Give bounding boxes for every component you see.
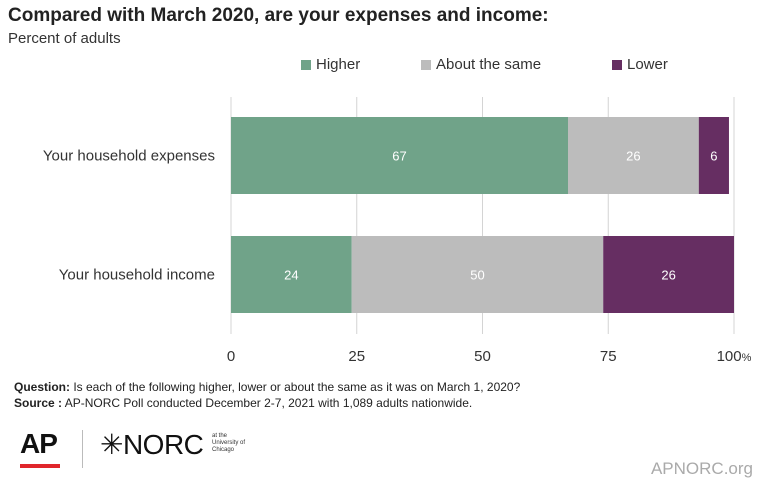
bar-value-label-1-2: 26 (661, 268, 675, 283)
chart-notes: Question: Is each of the following highe… (14, 379, 520, 411)
bar-value-label-1-1: 50 (470, 268, 484, 283)
site-url: APNORC.org (650, 459, 753, 478)
question-note: Question: Is each of the following highe… (14, 379, 520, 395)
question-text: Is each of the following higher, lower o… (73, 380, 521, 394)
ap-logo-bar (20, 464, 60, 468)
x-tick-label-100: 100% (717, 348, 752, 365)
x-tick-label-75: 75 (600, 348, 617, 365)
stacked-bar-chart: 67 26 624 50 26 Your household expensesYour … (43, 97, 752, 365)
bar-1-1 (351, 236, 604, 313)
bar-0-1 (568, 117, 699, 194)
bar-0-0 (231, 117, 569, 194)
legend-item-same: About the same (421, 56, 541, 73)
legend-swatch-same (421, 59, 431, 70)
x-tick-label-50: 50 (474, 348, 491, 365)
ap-logo: AP (20, 428, 58, 459)
category-label-1: Your household income (59, 267, 215, 284)
bar-0-2 (698, 117, 729, 194)
question-label: Question: (14, 380, 70, 394)
norc-logo-subtext: at the University of Chicago (212, 433, 246, 453)
x-tick-suffix: % (742, 352, 752, 364)
bar-value-label-0-2: 6 (710, 149, 717, 164)
legend-swatch-lower (612, 59, 622, 70)
logo-divider (82, 430, 83, 468)
legend-label-lower: Lower (627, 56, 668, 73)
bar-1-0 (231, 236, 352, 313)
legend-item-lower: Lower (612, 56, 668, 73)
x-tick-label-0: 0 (227, 348, 235, 365)
source-note: Source : AP-NORC Poll conducted December… (14, 395, 520, 411)
source-text: AP-NORC Poll conducted December 2-7, 202… (64, 396, 473, 410)
bar-value-label-1-0: 24 (284, 268, 298, 283)
category-label-0: Your household expenses (43, 148, 215, 165)
chart-subtitle: Percent of adults (8, 30, 121, 47)
x-tick-label-25: 25 (348, 348, 365, 365)
category-labels: Your household expenses Your household in… (43, 148, 215, 284)
chart-title: Compared with March 2020, are your expen… (8, 5, 549, 26)
bars: 67 26 6 24 50 26 (231, 117, 734, 313)
legend-swatch-higher (301, 59, 311, 70)
source-label: Source : (14, 396, 63, 410)
bar-1-2 (603, 236, 734, 313)
x-axis-ticks: 0 25 50 75 100% (227, 348, 752, 365)
bar-value-label-0-0: 67 (392, 149, 406, 164)
bar-value-label-0-1: 26 (626, 149, 640, 164)
legend-label-higher: Higher (316, 56, 361, 73)
legend-label-same: About the same (436, 56, 542, 73)
legend: Higher About the same Lower (0, 56, 767, 76)
norc-logo: ✳NORC (100, 429, 204, 460)
legend-item-higher: Higher (301, 56, 360, 73)
